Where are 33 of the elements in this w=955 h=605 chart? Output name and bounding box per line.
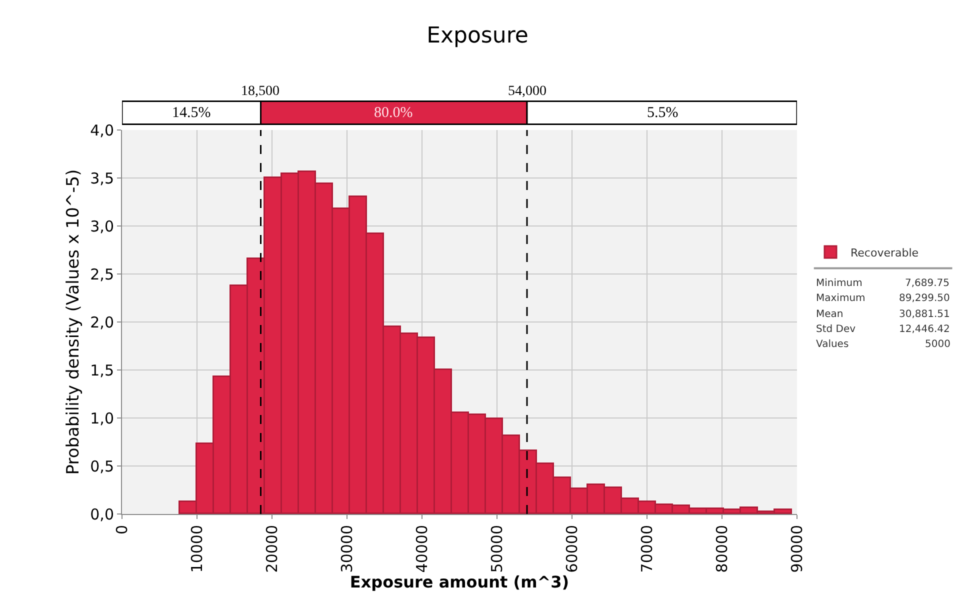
x-tick-label: 30000 xyxy=(338,525,356,573)
x-tick-label: 50000 xyxy=(488,525,506,573)
ref-line-label: 54,000 xyxy=(508,84,546,99)
x-tick-label: 40000 xyxy=(412,525,431,573)
legend-label: Recoverable xyxy=(850,246,919,260)
y-tick-label: 1,5 xyxy=(90,361,114,380)
chart-title: Exposure xyxy=(426,24,528,49)
x-axis-title: Exposure amount (m^3) xyxy=(350,572,570,592)
x-tick-label: 70000 xyxy=(638,525,656,573)
y-tick-label: 2,5 xyxy=(90,265,114,284)
x-tick-label: 10000 xyxy=(188,525,206,573)
x-tick-label: 20000 xyxy=(262,525,281,573)
x-tick-label: 80000 xyxy=(712,525,731,573)
text: Mean 30,881.51 xyxy=(816,309,950,320)
x-tick-label: 0 xyxy=(112,525,131,535)
text: 5.5% xyxy=(647,105,678,121)
ref-line-label: 18,500 xyxy=(241,84,280,99)
y-tick-label: 3,5 xyxy=(90,169,114,188)
text: Maximum 89,299.50 xyxy=(816,293,950,304)
y-tick-label: 4,0 xyxy=(90,121,114,140)
y-tick-label: 2,0 xyxy=(90,313,114,332)
y-tick-label: 0,0 xyxy=(90,505,114,524)
y-axis-title: Probability density (Values x 10^-5) xyxy=(64,169,84,475)
text: Values 5000 xyxy=(816,339,950,350)
y-tick-label: 0,5 xyxy=(90,457,114,476)
x-tick-label: 60000 xyxy=(562,525,581,573)
x-tick-label: 90000 xyxy=(788,525,806,573)
text: Std Dev 12,446.42 xyxy=(816,324,950,335)
text: 14.5% xyxy=(172,105,211,121)
y-tick-label: 3,0 xyxy=(90,217,114,236)
text: 80.0% xyxy=(374,105,413,121)
y-tick-label: 1,0 xyxy=(90,409,114,428)
text: Minimum 7,689.75 xyxy=(816,278,950,289)
